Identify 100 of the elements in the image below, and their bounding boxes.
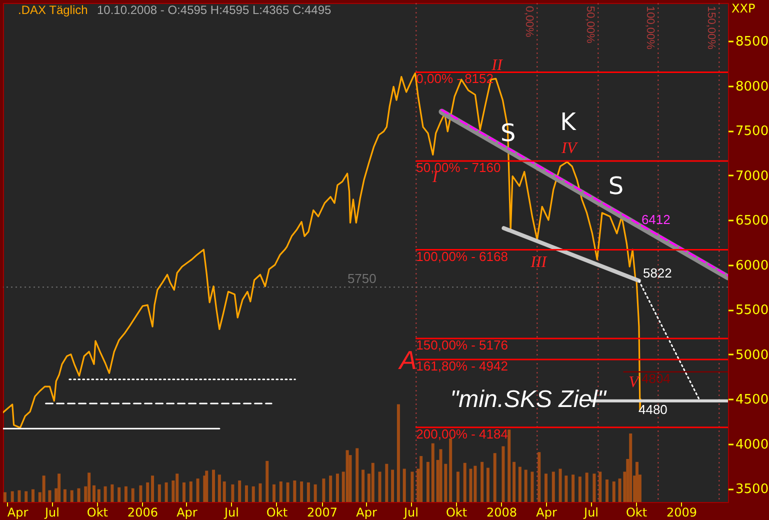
bar	[48, 490, 52, 502]
bar	[538, 452, 541, 502]
x-tick-label: Jul	[44, 506, 60, 520]
bar	[300, 481, 304, 502]
annotation: II	[490, 57, 503, 74]
bar	[306, 482, 310, 502]
bar	[544, 474, 548, 502]
y-tick-label: 7500	[736, 124, 769, 140]
bar	[293, 480, 296, 502]
bar	[279, 481, 282, 502]
y-tick-label: 5000	[736, 348, 769, 363]
bar	[558, 468, 562, 502]
annotation: 150,00% - 5176	[416, 338, 508, 353]
bar	[124, 486, 128, 502]
bar	[502, 446, 505, 502]
bar	[258, 483, 262, 502]
bar	[18, 490, 21, 502]
bar	[222, 481, 226, 502]
bar	[88, 472, 91, 502]
ref-line-label: 150,00%	[705, 6, 718, 50]
x-tick-label: Apr	[536, 506, 557, 520]
bar	[151, 476, 154, 502]
bar	[552, 472, 555, 502]
x-tick-label: Okt	[266, 506, 288, 520]
bar	[512, 462, 516, 502]
y-tick-label: 4000	[736, 437, 769, 452]
bar	[238, 480, 242, 502]
x-tick-label: Jul	[403, 506, 418, 520]
annotation: V	[628, 374, 641, 392]
bar	[396, 404, 400, 502]
bar	[218, 474, 221, 502]
annotation: 6412	[641, 212, 670, 227]
bar	[10, 491, 14, 502]
x-tick-label: 2007	[306, 506, 338, 520]
bar	[410, 472, 414, 502]
bar	[578, 476, 582, 502]
annotation: A	[397, 345, 417, 375]
bar	[205, 470, 208, 502]
bar	[598, 472, 602, 502]
bar	[272, 484, 276, 502]
bar	[362, 470, 365, 502]
bar	[118, 487, 121, 502]
bar	[426, 462, 430, 502]
bar	[385, 464, 388, 502]
y-tick-label: 8500	[736, 34, 769, 50]
bar	[24, 491, 28, 502]
bar	[77, 488, 80, 502]
annotation: 100,00% - 6168	[416, 248, 508, 264]
x-tick-label: Okt	[626, 506, 648, 520]
bar	[629, 434, 632, 502]
x-tick-label: Apr	[176, 506, 198, 520]
annotation: 5822	[642, 266, 672, 281]
chart-title: .DAX Täglich	[18, 3, 88, 17]
bar	[636, 462, 639, 502]
bar	[585, 472, 588, 502]
bar	[456, 472, 460, 502]
y-tick-label: 5500	[736, 303, 769, 318]
annotation: 4804	[641, 370, 670, 386]
ref-line-label: 50,00%	[584, 6, 596, 44]
bar	[244, 485, 248, 502]
bar	[572, 474, 575, 502]
x-tick-label: 2006	[127, 506, 158, 520]
chart-subtitle: 10.10.2008 - O:4595 H:4595 L:4365 C:4495	[97, 3, 332, 17]
annotation: 161,80% - 4942	[416, 358, 508, 374]
bar	[336, 474, 339, 502]
x-tick-label: Jul	[223, 506, 239, 520]
annotation: S	[608, 172, 624, 200]
bar	[469, 468, 472, 502]
y-tick-label: 8000	[736, 79, 769, 94]
bar	[530, 472, 534, 502]
bar	[493, 453, 496, 502]
bar	[420, 456, 423, 502]
bar	[431, 443, 434, 502]
bar	[486, 468, 490, 502]
bar	[164, 482, 168, 502]
y-tick-label: 6000	[736, 258, 769, 274]
bar	[346, 450, 349, 502]
bar	[231, 484, 234, 502]
bar	[474, 466, 477, 502]
bar	[42, 476, 46, 502]
y-axis-title: XXP	[732, 2, 756, 16]
x-tick-label: Okt	[446, 506, 468, 520]
annotation: IV	[560, 140, 579, 157]
y-tick-label: 7000	[736, 168, 769, 184]
bar	[139, 485, 142, 502]
bar	[189, 481, 192, 502]
bar	[378, 472, 382, 502]
x-tick-label: Jul	[583, 506, 599, 520]
bar	[463, 462, 466, 502]
bar	[524, 470, 528, 502]
bar	[158, 484, 161, 502]
annotation: 4480	[638, 402, 668, 417]
bar	[564, 476, 568, 502]
x-tick-label: Apr	[356, 506, 377, 520]
y-tick-label: 3500	[736, 482, 769, 498]
bar	[322, 478, 326, 502]
bar	[131, 488, 134, 502]
x-tick-label: Apr	[7, 506, 28, 520]
bar	[63, 489, 66, 502]
bar	[92, 485, 96, 502]
